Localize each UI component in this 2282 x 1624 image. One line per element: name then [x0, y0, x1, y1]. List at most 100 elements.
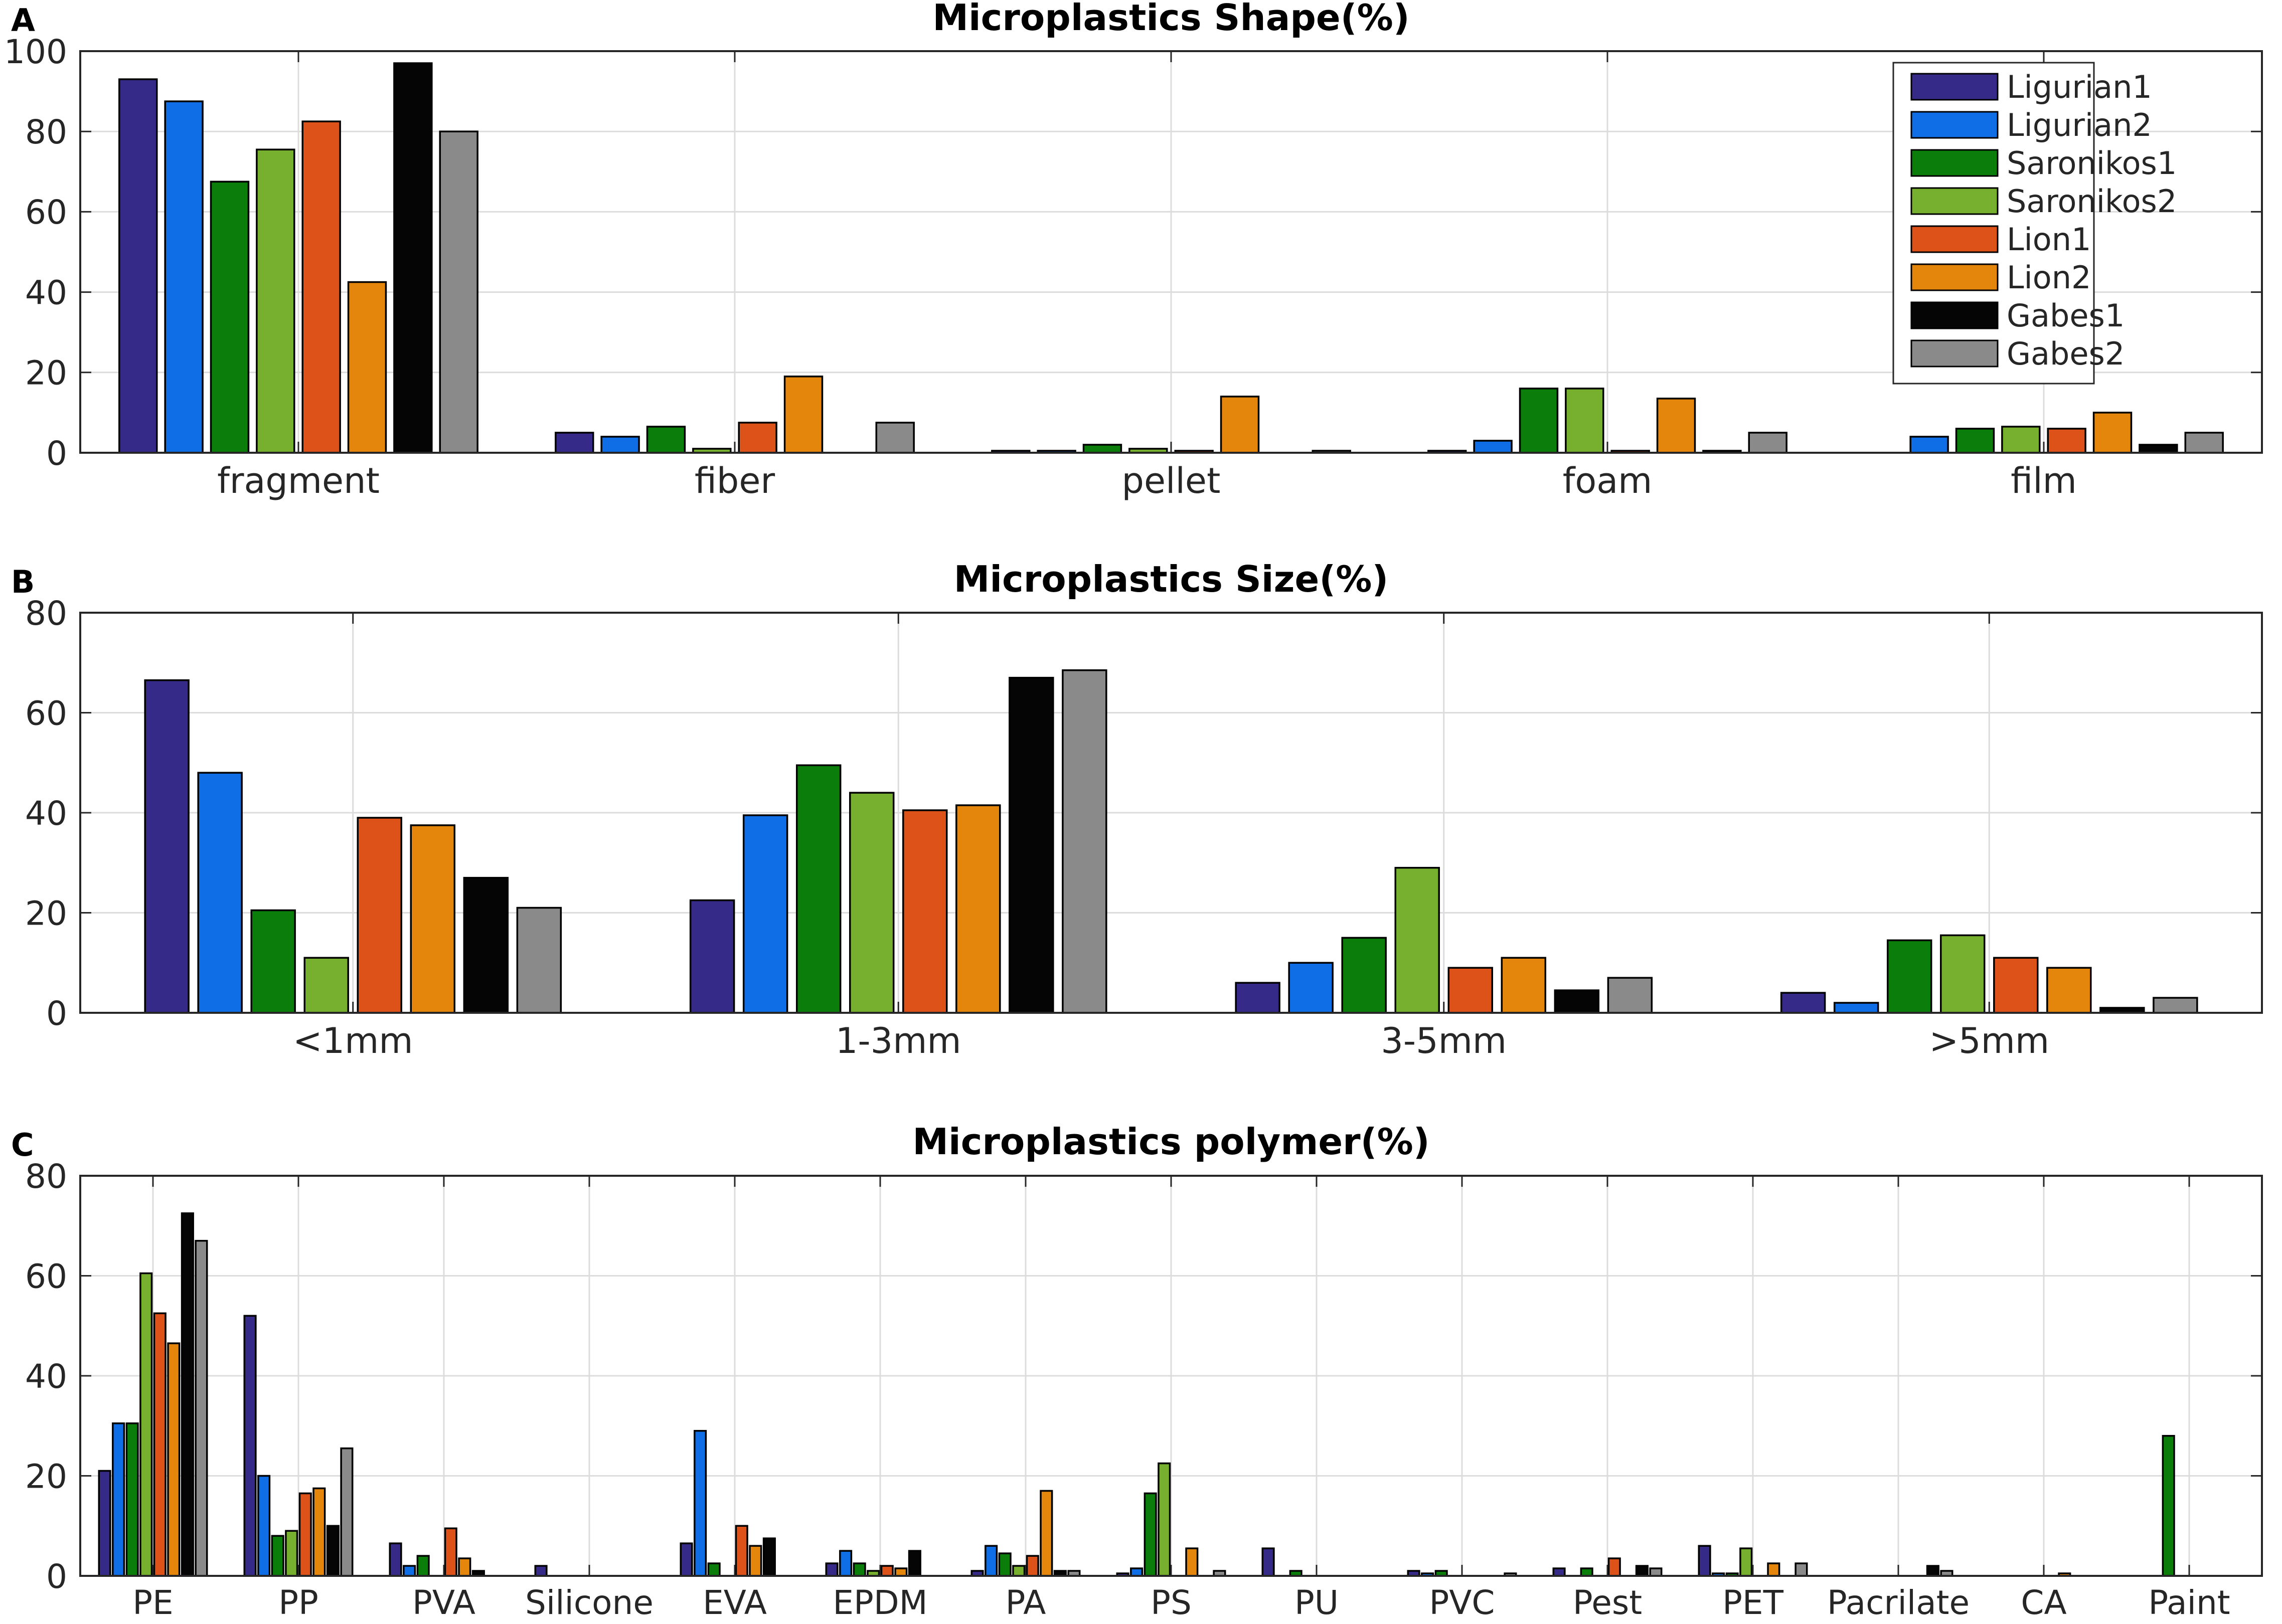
bar-ligurian2-foam: [1473, 440, 1513, 454]
bar-lion2-1mm: [410, 824, 456, 1014]
bar-ligurian1-5mm: [1780, 992, 1826, 1014]
bar-saronikos1-pp: [271, 1535, 284, 1577]
bar-gabes2-5mm: [2153, 997, 2198, 1014]
bar-saronikos1-paint: [2162, 1434, 2175, 1577]
bar-saronikos2-35mm: [1394, 866, 1440, 1014]
legend-swatch-ligurian2: [1910, 111, 1999, 139]
y-tick-label: 40: [25, 794, 67, 833]
bar-lion2-ps: [1185, 1547, 1199, 1577]
y-tick-label: 0: [46, 994, 67, 1033]
y-tick-label: 60: [25, 694, 67, 733]
x-tick-label: fiber: [695, 460, 775, 501]
bar-lion2-film: [2092, 412, 2133, 454]
x-tick-label: 1-3mm: [836, 1020, 961, 1061]
x-tick-label: PP: [278, 1583, 318, 1622]
bar-lion2-pp: [312, 1487, 326, 1577]
legend-label-lion2: Lion2: [2007, 259, 2091, 296]
legend-swatch-gabes2: [1910, 339, 1999, 368]
bar-ligurian2-fragment: [164, 100, 204, 454]
x-tick-label: fragment: [217, 460, 380, 501]
bar-gabes2-pe: [195, 1239, 208, 1577]
bar-saronikos1-35mm: [1341, 937, 1387, 1014]
y-tick-label: 80: [25, 113, 67, 151]
bar-gabes2-13mm: [1062, 669, 1107, 1014]
bar-lion2-13mm: [955, 804, 1001, 1014]
bar-ligurian1-35mm: [1235, 982, 1280, 1014]
bar-saronikos1-ps: [1144, 1492, 1157, 1577]
x-tick-label: PET: [1722, 1583, 1784, 1622]
legend-swatch-lion2: [1910, 263, 1999, 291]
bar-lion2-foam: [1656, 398, 1696, 454]
x-tick-label: CA: [2021, 1583, 2066, 1622]
bar-lion2-pe: [167, 1342, 181, 1577]
bar-lion1-film: [2047, 428, 2086, 454]
panel-label: A: [11, 2, 35, 39]
bar-lion2-5mm: [2046, 967, 2092, 1014]
bar-saronikos1-foam: [1519, 388, 1559, 454]
bar-ligurian1-fragment: [118, 78, 158, 454]
panel-label: C: [11, 1127, 34, 1163]
y-tick-label: 80: [25, 1157, 67, 1196]
bar-lion2-fiber: [783, 376, 824, 454]
x-tick-label: pellet: [1122, 460, 1221, 501]
bar-ligurian1-pu: [1261, 1547, 1275, 1577]
x-tick-label: PVC: [1429, 1583, 1495, 1622]
bar-lion1-5mm: [1993, 957, 2039, 1014]
bar-gabes1-film: [2139, 444, 2178, 454]
bar-ligurian1-silicone: [534, 1565, 548, 1577]
bar-lion2-pet: [1767, 1562, 1780, 1577]
bar-ligurian2-fiber: [600, 436, 640, 454]
x-tick-label: Pest: [1573, 1583, 1642, 1622]
bar-lion1-eva: [735, 1525, 748, 1577]
legend-swatch-saronikos1: [1910, 149, 1999, 177]
bar-saronikos1-13mm: [795, 764, 842, 1014]
y-tick-label: 40: [25, 273, 67, 312]
bar-gabes1-fragment: [393, 62, 433, 454]
bar-gabes1-1mm: [463, 876, 509, 1014]
bar-ligurian2-pa: [985, 1545, 998, 1577]
legend-label-saronikos1: Saronikos1: [2007, 145, 2177, 182]
x-tick-label: film: [2011, 460, 2077, 501]
y-tick-label: 80: [25, 594, 67, 633]
bar-lion1-pest: [1607, 1557, 1621, 1577]
panel-label: B: [11, 564, 35, 600]
bar-ligurian2-pe: [112, 1422, 125, 1577]
y-tick-label: 0: [46, 434, 67, 473]
chart-panel-c: 0 20 40 60 80 PE PP PVA Silicone EVA EPDM PA PS PU PVC…: [11, 1121, 2263, 1622]
bar-gabes2-35mm: [1607, 977, 1653, 1014]
bar-gabes1-pp: [326, 1525, 340, 1577]
bar-lion2-pva: [458, 1557, 471, 1577]
bar-ligurian2-13mm: [742, 814, 788, 1014]
bar-saronikos1-epdm: [853, 1562, 866, 1577]
x-tick-label: Pacrilate: [1827, 1583, 1970, 1622]
bar-saronikos1-fragment: [210, 181, 250, 454]
legend-label-gabes1: Gabes1: [2007, 297, 2125, 334]
bar-saronikos2-fragment: [256, 148, 295, 454]
bar-gabes1-pe: [181, 1212, 194, 1577]
bar-ligurian2-pva: [403, 1565, 416, 1577]
bar-lion1-pe: [153, 1312, 167, 1577]
legend-label-ligurian2: Ligurian2: [2007, 107, 2152, 143]
legend-label-saronikos2: Saronikos2: [2007, 183, 2177, 220]
y-tick-label: 60: [25, 193, 67, 232]
bar-saronikos1-5mm: [1886, 939, 1932, 1014]
legend-swatch-gabes1: [1910, 301, 1999, 329]
bar-saronikos1-pa: [998, 1552, 1012, 1577]
x-tick-label: foam: [1563, 460, 1653, 501]
bar-ligurian2-epdm: [839, 1550, 853, 1577]
bar-gabes1-13mm: [1009, 676, 1054, 1014]
bar-lion1-pp: [298, 1492, 312, 1577]
bar-saronikos1-1mm: [250, 909, 296, 1014]
bar-gabes2-1mm: [516, 907, 562, 1014]
chart-title: Microplastics Shape(%): [932, 0, 1409, 39]
bar-ligurian2-ps: [1130, 1567, 1144, 1577]
bar-lion1-13mm: [902, 809, 948, 1014]
bar-gabes2-foam: [1748, 432, 1787, 454]
bar-gabes1-35mm: [1554, 989, 1600, 1014]
x-tick-label: PA: [1006, 1583, 1046, 1622]
bar-ligurian1-pet: [1698, 1545, 1711, 1577]
x-tick-label: <1mm: [293, 1020, 413, 1061]
legend: Ligurian1Ligurian2Saronikos1Saronikos2Li…: [1892, 62, 2177, 385]
y-tick-label: 20: [25, 894, 67, 933]
